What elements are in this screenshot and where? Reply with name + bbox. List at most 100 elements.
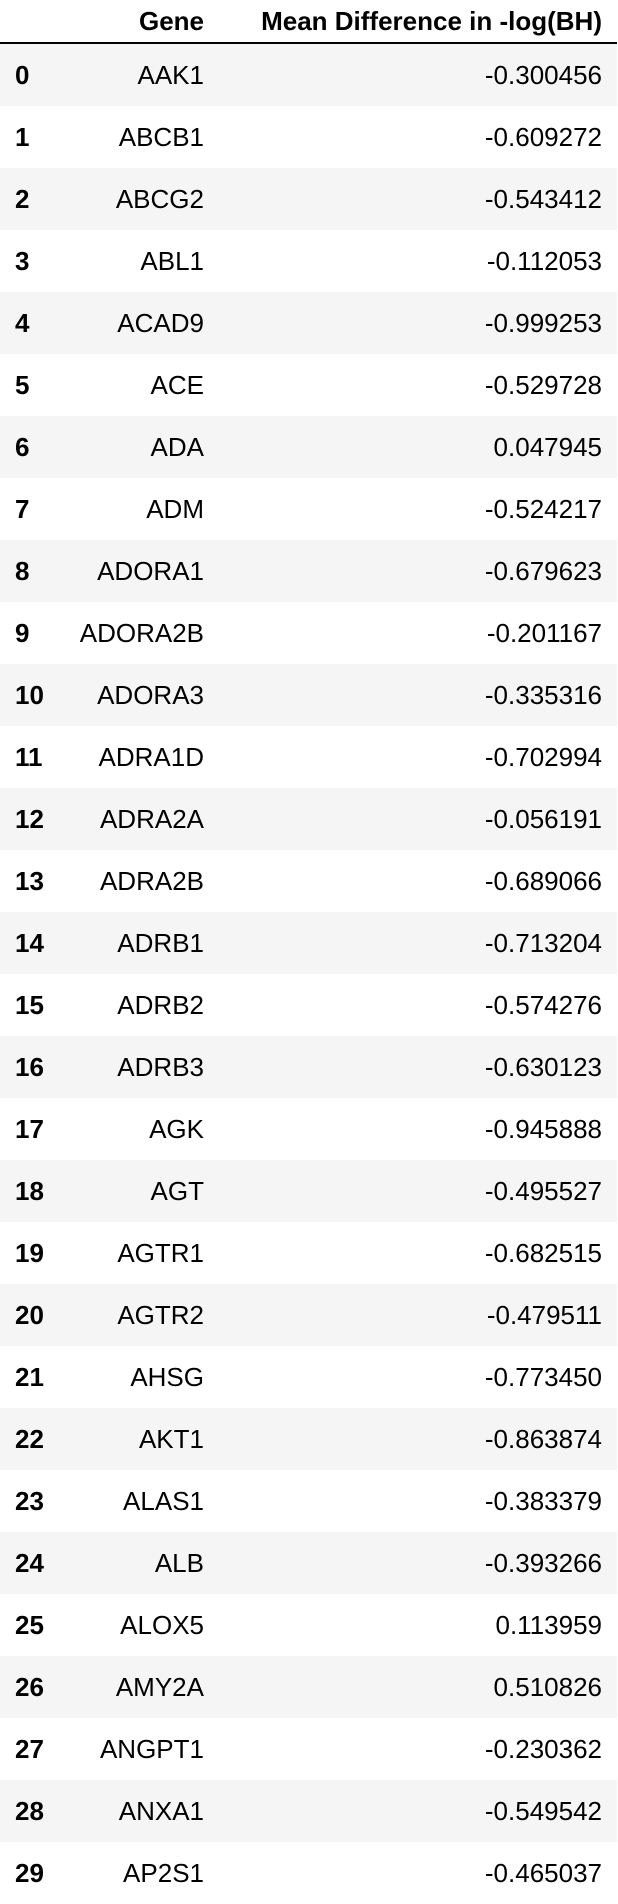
mean-difference-cell: -0.543412 (484, 183, 602, 214)
mean-difference-cell: -0.465037 (484, 1857, 602, 1888)
row-index: 16 (15, 1051, 44, 1082)
table-row: 22 AKT1 -0.863874 (0, 1408, 617, 1470)
table-row: 1 ABCB1 -0.609272 (0, 106, 617, 168)
row-index: 2 (15, 183, 30, 214)
gene-cell: ALAS1 (123, 1485, 204, 1516)
row-index: 17 (15, 1113, 44, 1144)
mean-difference-cell: -0.574276 (484, 989, 602, 1020)
gene-cell: AMY2A (115, 1671, 204, 1702)
gene-cell: AGTR2 (117, 1299, 204, 1330)
gene-cell: AAK1 (137, 59, 205, 90)
row-index: 20 (15, 1299, 44, 1330)
table-row: 13 ADRA2B -0.689066 (0, 850, 617, 912)
row-index: 3 (15, 245, 30, 276)
table-row: 5 ACE -0.529728 (0, 354, 617, 416)
row-index: 22 (15, 1423, 44, 1454)
gene-cell: ADM (146, 493, 204, 524)
index-column-header (0, 0, 62, 44)
gene-cell: ADORA3 (97, 679, 204, 710)
table-row: 11 ADRA1D -0.702994 (0, 726, 617, 788)
row-index: 14 (15, 927, 44, 958)
table-row: 10 ADORA3 -0.335316 (0, 664, 617, 726)
mean-difference-cell: -0.773450 (484, 1361, 602, 1392)
table-row: 25 ALOX5 0.113959 (0, 1594, 617, 1656)
mean-difference-cell: -0.056191 (484, 803, 602, 834)
mean-difference-cell: -0.112053 (486, 245, 602, 276)
mean-difference-cell: -0.630123 (484, 1051, 602, 1082)
mean-difference-cell: 0.047945 (493, 431, 602, 462)
row-index: 24 (15, 1547, 44, 1578)
row-index: 6 (15, 431, 30, 462)
table-row: 12 ADRA2A -0.056191 (0, 788, 617, 850)
gene-cell: ACAD9 (117, 307, 204, 338)
row-index: 10 (15, 679, 44, 710)
gene-column-header: Gene (62, 0, 219, 44)
row-index: 1 (15, 121, 30, 152)
row-index: 19 (15, 1237, 44, 1268)
table-row: 21 AHSG -0.773450 (0, 1346, 617, 1408)
mean-difference-cell: 0.113959 (495, 1609, 602, 1640)
gene-cell: ABCG2 (115, 183, 204, 214)
gene-cell: AHSG (130, 1361, 204, 1392)
mean-difference-cell: -0.945888 (484, 1113, 602, 1144)
gene-cell: ADRB3 (117, 1051, 204, 1082)
mean-difference-cell: 0.510826 (493, 1671, 602, 1702)
table-row: 15 ADRB2 -0.574276 (0, 974, 617, 1036)
table-row: 3 ABL1 -0.112053 (0, 230, 617, 292)
gene-cell: ADORA2B (79, 617, 204, 648)
row-index: 8 (15, 555, 30, 586)
table-body: 0 AAK1 -0.300456 1 ABCB1 -0.609272 2 ABCG2 -0.54… (0, 43, 617, 1904)
mean-difference-cell: -0.529728 (484, 369, 602, 400)
gene-cell: ALB (154, 1547, 204, 1578)
row-index: 27 (15, 1733, 44, 1764)
gene-cell: ANXA1 (118, 1795, 204, 1826)
gene-cell: AGK (149, 1113, 204, 1144)
table-row: 20 AGTR2 -0.479511 (0, 1284, 617, 1346)
table-row: 27 ANGPT1 -0.230362 (0, 1718, 617, 1780)
row-index: 28 (15, 1795, 44, 1826)
gene-cell: ANGPT1 (99, 1733, 204, 1764)
table-row: 4 ACAD9 -0.999253 (0, 292, 617, 354)
gene-cell: ADORA1 (97, 555, 204, 586)
table-header: Gene Mean Difference in -log(BH) (0, 0, 617, 44)
gene-cell: ABL1 (140, 245, 204, 276)
row-index: 29 (15, 1857, 44, 1888)
table-row: 29 AP2S1 -0.465037 (0, 1842, 617, 1904)
mean-difference-cell: -0.201167 (486, 617, 602, 648)
mean-difference-cell: -0.682515 (484, 1237, 602, 1268)
row-index: 21 (15, 1361, 44, 1392)
row-index: 13 (15, 865, 44, 896)
gene-cell: AP2S1 (123, 1857, 204, 1888)
mean-difference-cell: -0.609272 (484, 121, 602, 152)
mean-difference-cell: -0.679623 (484, 555, 602, 586)
mean-difference-cell: -0.702994 (484, 741, 602, 772)
gene-cell: ADRB1 (117, 927, 204, 958)
mean-difference-cell: -0.689066 (484, 865, 602, 896)
mean-difference-cell: -0.495527 (484, 1175, 602, 1206)
gene-cell: ADRA2B (99, 865, 204, 896)
row-index: 25 (15, 1609, 44, 1640)
mean-difference-cell: -0.300456 (484, 59, 602, 90)
gene-cell: ADA (150, 431, 204, 462)
gene-cell: AGT (150, 1175, 204, 1206)
gene-cell: AGTR1 (117, 1237, 204, 1268)
gene-cell: ADRA2A (99, 803, 204, 834)
mean-difference-cell: -0.479511 (486, 1299, 602, 1330)
table-row: 18 AGT -0.495527 (0, 1160, 617, 1222)
gene-cell: ALOX5 (120, 1609, 204, 1640)
mean-difference-cell: -0.335316 (484, 679, 602, 710)
table-row: 19 AGTR1 -0.682515 (0, 1222, 617, 1284)
table-row: 17 AGK -0.945888 (0, 1098, 617, 1160)
table-row: 28 ANXA1 -0.549542 (0, 1780, 617, 1842)
header-row: Gene Mean Difference in -log(BH) (0, 0, 617, 44)
mean-difference-cell: -0.999253 (484, 307, 602, 338)
mean-difference-cell: -0.713204 (484, 927, 602, 958)
gene-cell: ADRB2 (117, 989, 204, 1020)
table-row: 8 ADORA1 -0.679623 (0, 540, 617, 602)
table-row: 6 ADA 0.047945 (0, 416, 617, 478)
mean-difference-cell: -0.524217 (484, 493, 602, 524)
row-index: 26 (15, 1671, 44, 1702)
table-row: 24 ALB -0.393266 (0, 1532, 617, 1594)
mean-difference-column-header: Mean Difference in -log(BH) (219, 0, 617, 44)
